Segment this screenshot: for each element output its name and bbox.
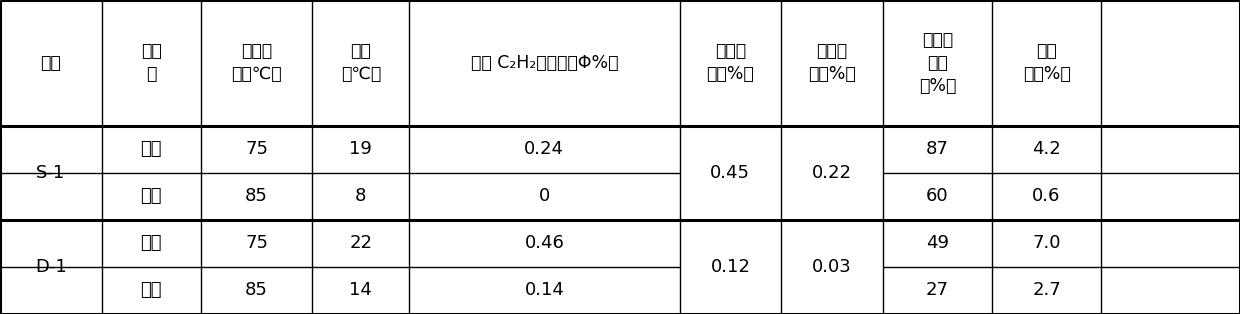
Text: 0.03: 0.03 xyxy=(812,258,852,276)
Text: 一段: 一段 xyxy=(140,234,162,252)
Text: 75: 75 xyxy=(246,140,268,158)
Text: 一段: 一段 xyxy=(140,140,162,158)
Text: 4.2: 4.2 xyxy=(1032,140,1061,158)
Text: 丙烯增
量（%）: 丙烯增 量（%） xyxy=(808,42,856,83)
Text: 项目: 项目 xyxy=(41,54,61,72)
Text: 85: 85 xyxy=(246,187,268,205)
Text: 22: 22 xyxy=(350,234,372,252)
Text: 0.46: 0.46 xyxy=(525,234,564,252)
Text: S-1: S-1 xyxy=(36,164,66,182)
Text: 75: 75 xyxy=(246,234,268,252)
Text: 0.45: 0.45 xyxy=(711,164,750,182)
Text: 7.0: 7.0 xyxy=(1033,234,1060,252)
Text: 14: 14 xyxy=(350,281,372,300)
Text: D-1: D-1 xyxy=(35,258,67,276)
Text: 绻油
量（%）: 绻油 量（%） xyxy=(1023,42,1070,83)
Text: 19: 19 xyxy=(350,140,372,158)
Text: 0.22: 0.22 xyxy=(812,164,852,182)
Text: 0.14: 0.14 xyxy=(525,281,564,300)
Text: 0.24: 0.24 xyxy=(525,140,564,158)
Text: 出口 C₂H₂残余量（Φ%）: 出口 C₂H₂残余量（Φ%） xyxy=(471,54,618,72)
Text: 0: 0 xyxy=(538,187,551,205)
Text: 乙烯选
择性
（%）: 乙烯选 择性 （%） xyxy=(919,31,956,95)
Text: 温升
（℃）: 温升 （℃） xyxy=(341,42,381,83)
Text: 反应
器: 反应 器 xyxy=(141,42,161,83)
Text: 87: 87 xyxy=(926,140,949,158)
Text: 乙烯增
量（%）: 乙烯增 量（%） xyxy=(707,42,754,83)
Text: 85: 85 xyxy=(246,281,268,300)
Text: 入口温
度（℃）: 入口温 度（℃） xyxy=(232,42,281,83)
Text: 二段: 二段 xyxy=(140,281,162,300)
Text: 二段: 二段 xyxy=(140,187,162,205)
Text: 0.6: 0.6 xyxy=(1033,187,1060,205)
Text: 49: 49 xyxy=(926,234,949,252)
Text: 60: 60 xyxy=(926,187,949,205)
Text: 2.7: 2.7 xyxy=(1032,281,1061,300)
Text: 27: 27 xyxy=(926,281,949,300)
Text: 8: 8 xyxy=(355,187,367,205)
Text: 0.12: 0.12 xyxy=(711,258,750,276)
